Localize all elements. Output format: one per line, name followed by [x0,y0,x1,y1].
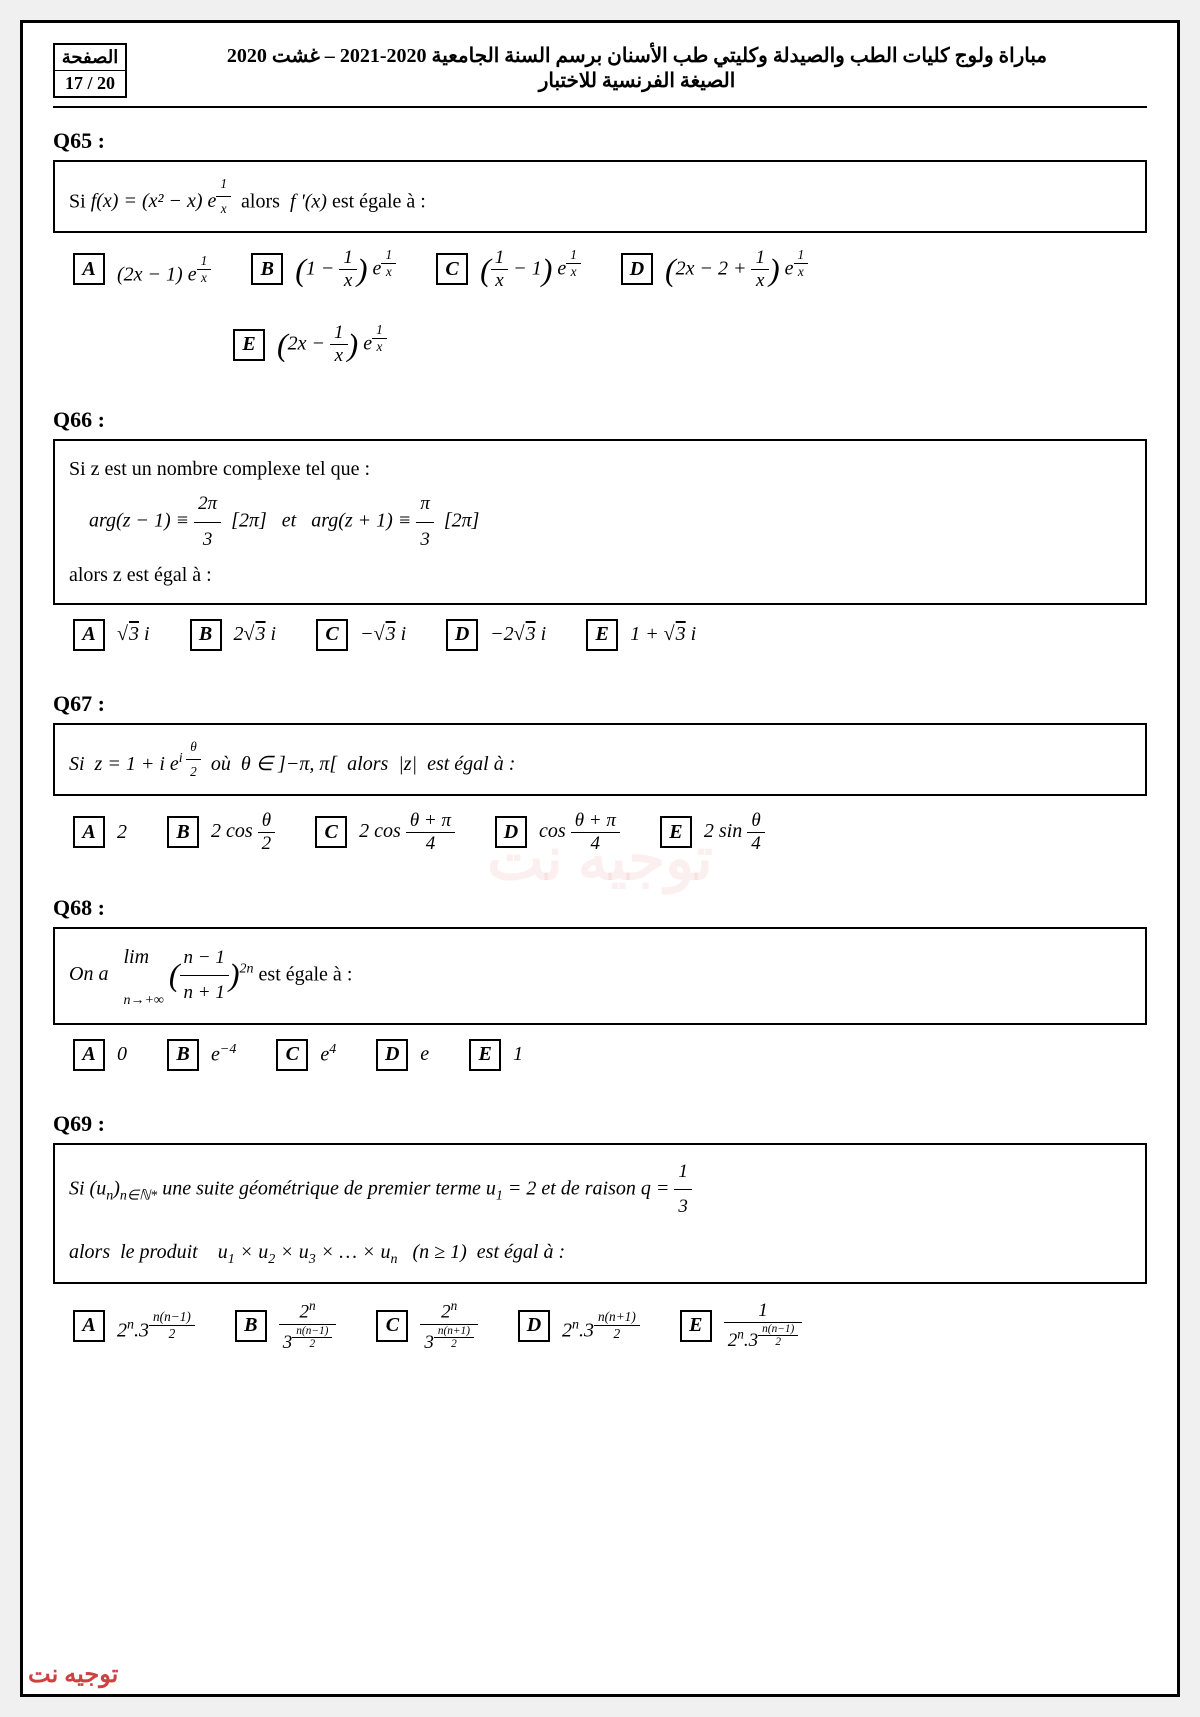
question-67: Q67 : Si z = 1 + i ei θ2 où θ ∈ ]−π, π[ … [53,691,1147,855]
q69-label: Q69 : [53,1111,1147,1137]
q68-opt-D[interactable]: De [376,1039,429,1071]
q66-opt-D[interactable]: D−2√3 i [446,619,546,651]
question-65: Q65 : Si f(x) = (x² − x) e1x alors f '(x… [53,128,1147,367]
question-68: Q68 : On a limn→+∞ (n − 1n + 1)2n est ég… [53,895,1147,1071]
q68-opt-C[interactable]: Ce4 [276,1039,336,1071]
q65-opt-E[interactable]: E (2x − 1x) e1x [233,322,387,367]
q65-opt-A[interactable]: A (2x − 1) e1x [73,253,211,286]
q68-label: Q68 : [53,895,1147,921]
q67-opt-A[interactable]: A2 [73,816,127,848]
q69-stem: Si (un)n∈ℕ* une suite géométrique de pre… [53,1143,1147,1285]
question-66: Q66 : Si z est un nombre complexe tel qu… [53,407,1147,650]
q69-opt-E[interactable]: E12n.3n(n−1)2 [680,1300,803,1352]
q67-label: Q67 : [53,691,1147,717]
q68-opt-A[interactable]: A0 [73,1039,127,1071]
q65-opt-D[interactable]: D (2x − 2 + 1x) e1x [621,247,808,292]
q66-label: Q66 : [53,407,1147,433]
q65-label: Q65 : [53,128,1147,154]
q69-opt-A[interactable]: A2n.3n(n−1)2 [73,1309,195,1342]
q66-options: A√3 i B2√3 i C−√3 i D−2√3 i E1 + √3 i [53,619,1147,651]
page-label: الصفحة [55,45,125,71]
q66-opt-B[interactable]: B2√3 i [190,619,277,651]
q66-opt-C[interactable]: C−√3 i [316,619,406,651]
q69-options: A2n.3n(n−1)2 B2n3n(n−1)2 C2n3n(n+1)2 D2n… [53,1298,1147,1353]
q69-opt-B[interactable]: B2n3n(n−1)2 [235,1298,337,1353]
footer-watermark: توجيه نت [28,1660,118,1689]
q66-opt-A[interactable]: A√3 i [73,619,150,651]
q65-opt-B[interactable]: B (1 − 1x) e1x [251,247,396,292]
q66-stem: Si z est un nombre complexe tel que : ar… [53,439,1147,604]
q67-opt-D[interactable]: Dcos θ + π4 [495,810,620,855]
q65-opt-C[interactable]: C (1x − 1) e1x [436,247,581,292]
q68-opt-E[interactable]: E1 [469,1039,523,1071]
header-title: مباراة ولوج كليات الطب والصيدلة وكليتي ط… [127,43,1147,98]
q67-opt-C[interactable]: C2 cos θ + π4 [315,810,455,855]
q65-stem: Si f(x) = (x² − x) e1x alors f '(x) est … [53,160,1147,233]
q69-opt-D[interactable]: D2n.3n(n+1)2 [518,1309,640,1342]
q67-opt-B[interactable]: B2 cos θ2 [167,810,275,855]
q69-opt-C[interactable]: C2n3n(n+1)2 [376,1298,478,1353]
q67-stem: Si z = 1 + i ei θ2 où θ ∈ ]−π, π[ alors … [53,723,1147,796]
q68-stem: On a limn→+∞ (n − 1n + 1)2n est égale à … [53,927,1147,1025]
q67-opt-E[interactable]: E2 sin θ4 [660,810,765,855]
q68-opt-B[interactable]: Be−4 [167,1039,236,1071]
page-fraction: 17 / 20 [55,71,125,96]
q65-math: f(x) = (x² − x) e1x [91,190,231,212]
page-header: الصفحة 17 / 20 مباراة ولوج كليات الطب وا… [53,43,1147,108]
q66-opt-E[interactable]: E1 + √3 i [586,619,696,651]
exam-page: توجيه نت الصفحة 17 / 20 مباراة ولوج كليا… [20,20,1180,1697]
q65-options: A (2x − 1) e1x B (1 − 1x) e1x C (1x − 1)… [53,247,1147,368]
q68-options: A0 Be−4 Ce4 De E1 [53,1039,1147,1071]
page-number-box: الصفحة 17 / 20 [53,43,127,98]
q67-options: A2 B2 cos θ2 C2 cos θ + π4 Dcos θ + π4 E… [53,810,1147,855]
question-69: Q69 : Si (un)n∈ℕ* une suite géométrique … [53,1111,1147,1354]
